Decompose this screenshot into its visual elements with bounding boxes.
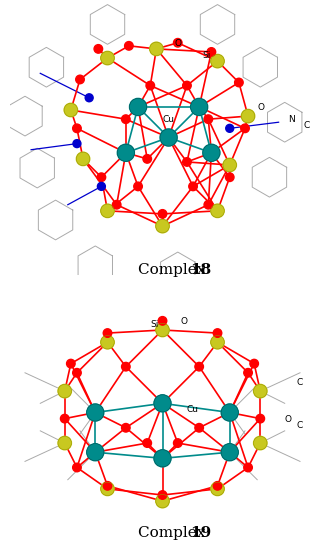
Text: Cu: Cu [162, 115, 175, 124]
Circle shape [256, 414, 265, 423]
Circle shape [221, 444, 238, 461]
Circle shape [122, 424, 130, 432]
Text: Si: Si [202, 51, 211, 60]
Circle shape [174, 39, 182, 47]
Circle shape [122, 115, 130, 123]
Circle shape [226, 173, 234, 182]
Circle shape [211, 204, 224, 218]
Circle shape [156, 494, 169, 508]
Text: 18: 18 [190, 263, 211, 277]
Circle shape [143, 155, 151, 163]
Circle shape [122, 362, 130, 371]
Circle shape [58, 384, 72, 398]
Circle shape [101, 51, 114, 65]
Text: O: O [181, 317, 188, 326]
Circle shape [204, 200, 213, 209]
Circle shape [195, 424, 203, 432]
Circle shape [211, 54, 224, 68]
Circle shape [211, 336, 224, 349]
Circle shape [174, 439, 182, 447]
Circle shape [158, 317, 167, 325]
Circle shape [158, 491, 167, 499]
Circle shape [73, 140, 81, 147]
Circle shape [73, 124, 81, 133]
Circle shape [158, 210, 167, 218]
Circle shape [156, 219, 169, 233]
Circle shape [244, 368, 252, 377]
Circle shape [67, 359, 75, 368]
Circle shape [124, 42, 133, 50]
Text: Complex: Complex [138, 526, 210, 540]
Circle shape [103, 482, 112, 490]
Circle shape [241, 124, 249, 133]
Text: O: O [175, 39, 182, 48]
Circle shape [190, 98, 208, 116]
Text: O: O [285, 415, 292, 424]
Circle shape [154, 395, 171, 412]
Circle shape [85, 94, 93, 102]
Circle shape [189, 182, 197, 191]
Circle shape [146, 81, 155, 90]
Text: Cu: Cu [187, 405, 199, 415]
Circle shape [235, 78, 243, 87]
Circle shape [150, 42, 163, 56]
Circle shape [183, 81, 191, 90]
Circle shape [207, 48, 216, 56]
Circle shape [76, 152, 90, 166]
Text: O: O [257, 103, 264, 112]
Circle shape [213, 482, 222, 490]
Text: Complex: Complex [138, 263, 210, 277]
Circle shape [60, 414, 69, 423]
Circle shape [98, 183, 105, 190]
Circle shape [160, 129, 177, 146]
Circle shape [73, 463, 81, 472]
Circle shape [87, 404, 104, 421]
Circle shape [154, 450, 171, 467]
Circle shape [134, 182, 142, 191]
Circle shape [64, 103, 78, 117]
Circle shape [76, 75, 84, 84]
Circle shape [223, 158, 237, 172]
Circle shape [156, 323, 169, 337]
Text: 19: 19 [190, 526, 211, 540]
Circle shape [195, 362, 203, 371]
Text: C: C [303, 122, 309, 130]
Circle shape [94, 45, 103, 53]
Circle shape [254, 436, 267, 450]
Circle shape [101, 204, 114, 218]
Circle shape [101, 336, 114, 349]
Text: C: C [297, 378, 303, 387]
Circle shape [73, 368, 81, 377]
Circle shape [254, 384, 267, 398]
Circle shape [250, 359, 258, 368]
Text: N: N [288, 115, 294, 124]
Circle shape [97, 173, 106, 182]
Circle shape [211, 482, 224, 496]
Circle shape [87, 444, 104, 461]
Circle shape [58, 436, 72, 450]
Circle shape [244, 463, 252, 472]
Circle shape [117, 144, 135, 161]
Circle shape [204, 115, 213, 123]
Circle shape [129, 98, 147, 116]
Circle shape [112, 200, 121, 209]
Circle shape [203, 144, 220, 161]
Text: Si: Si [150, 320, 159, 329]
Circle shape [101, 482, 114, 496]
Circle shape [226, 124, 234, 133]
Circle shape [221, 404, 238, 421]
Circle shape [241, 109, 255, 123]
Circle shape [103, 329, 112, 337]
Circle shape [213, 329, 222, 337]
Circle shape [143, 439, 151, 447]
Text: C: C [297, 421, 303, 430]
Circle shape [183, 158, 191, 166]
